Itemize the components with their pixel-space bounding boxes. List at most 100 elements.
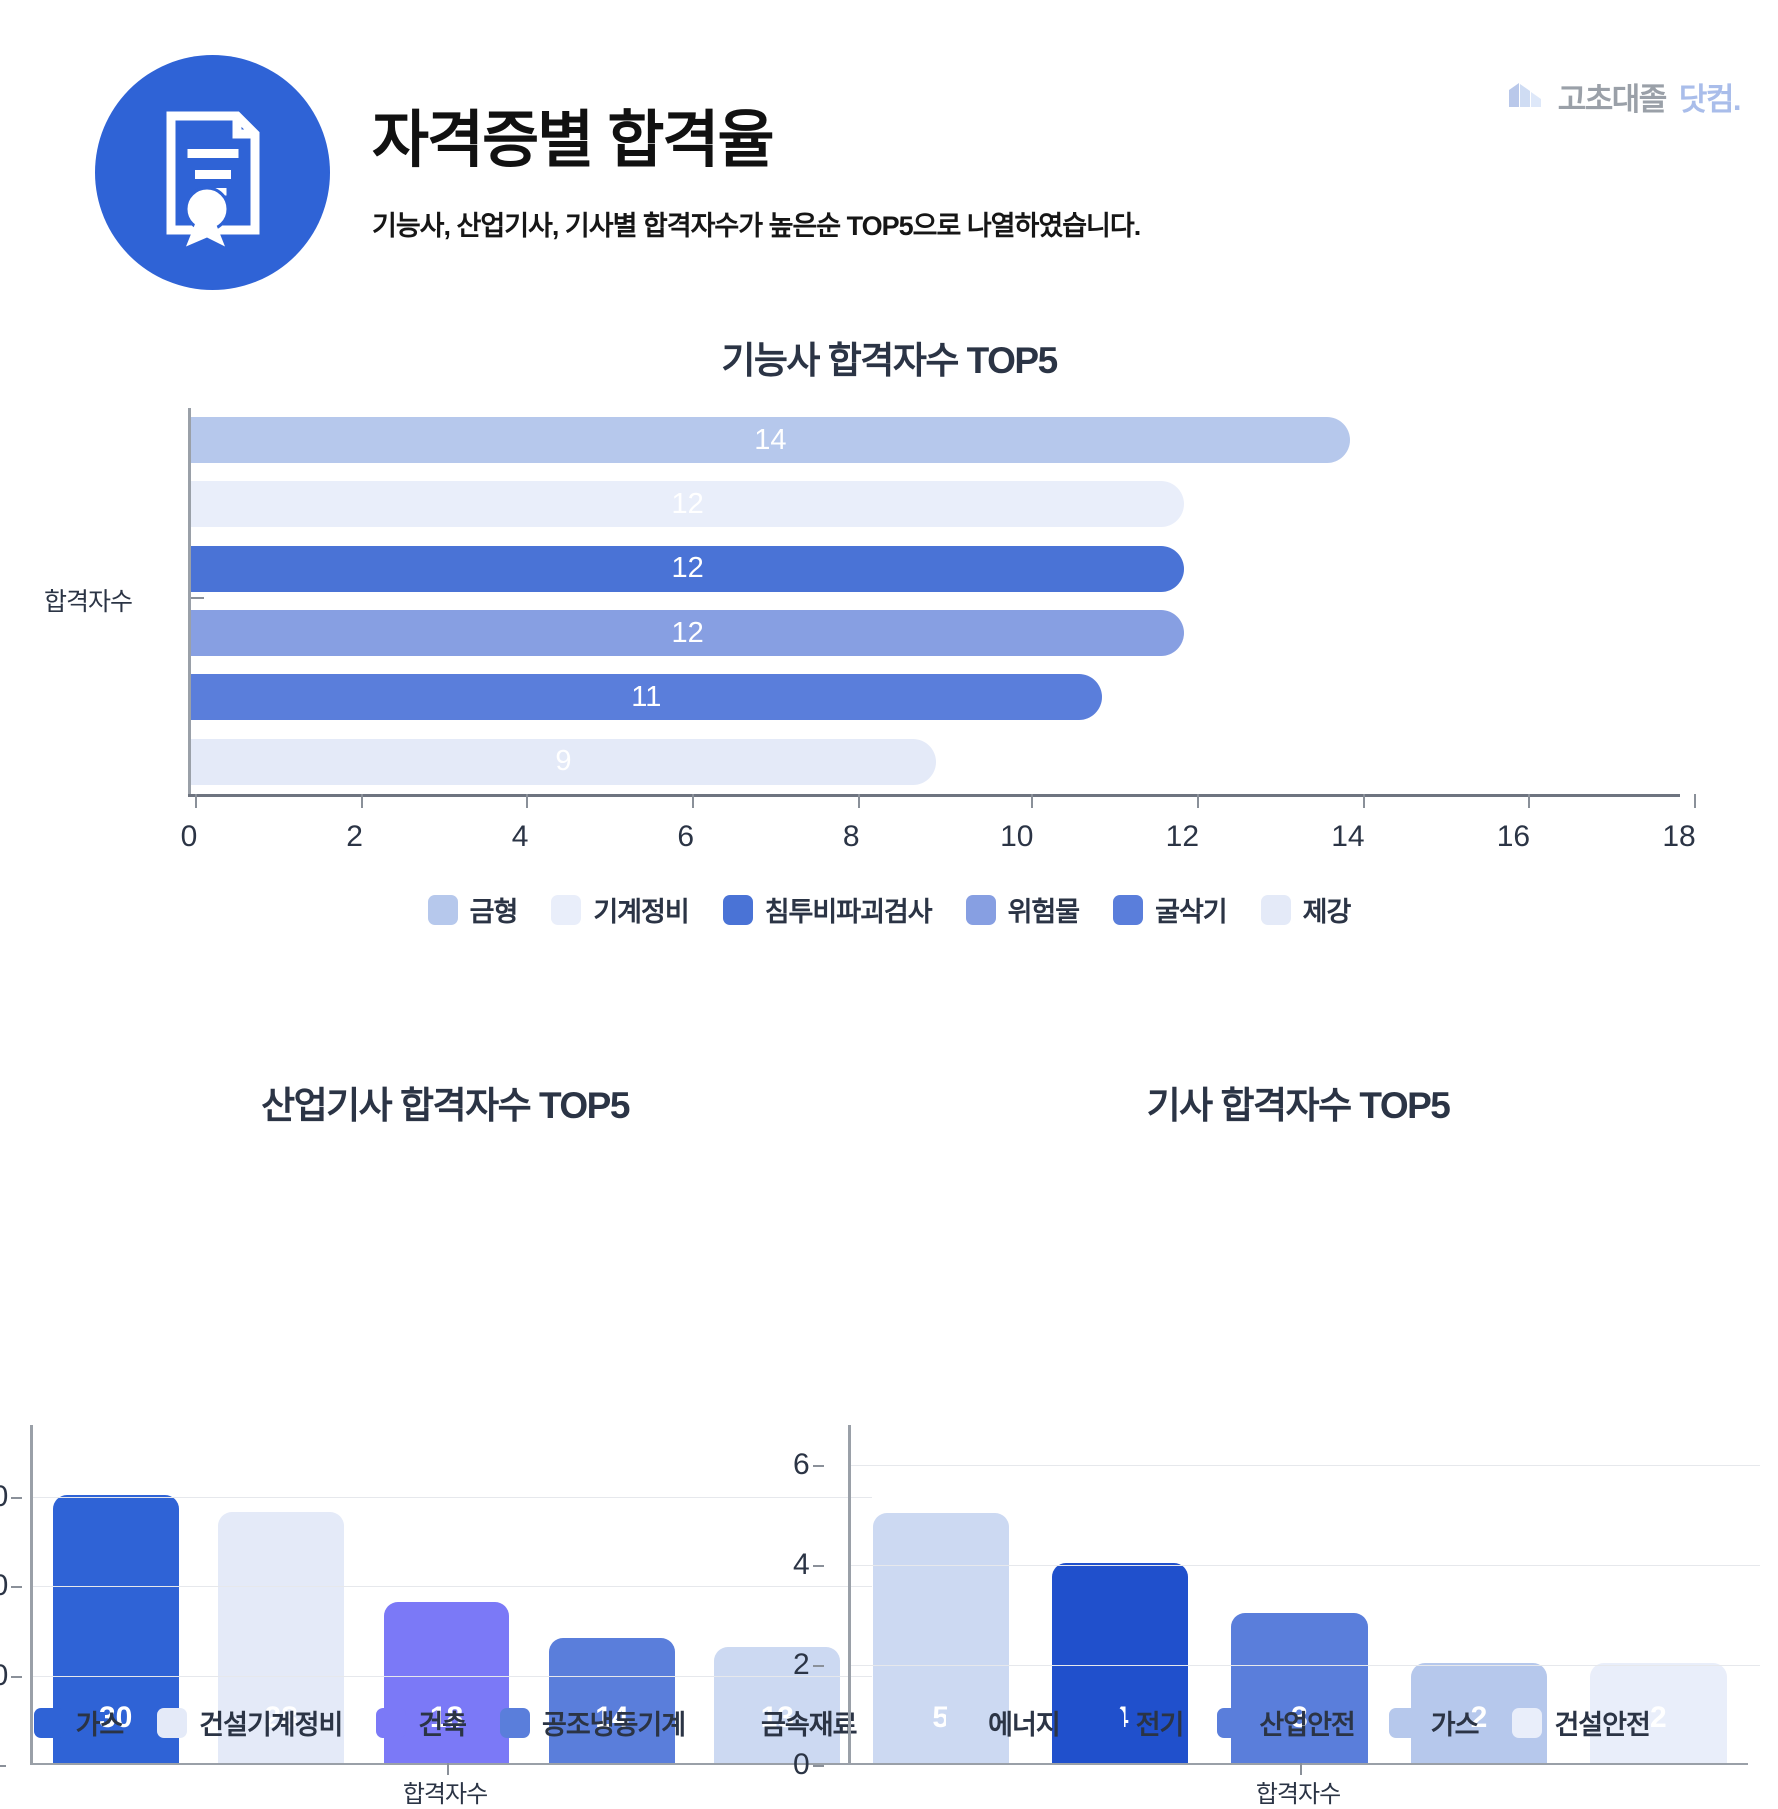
bar[interactable]: 30 [52, 1494, 179, 1763]
chart3-legend: 에너지 전기 산업안전 가스 건설안전 [848, 1703, 1748, 1742]
chart3-title: 기사 합격자수 TOP5 [1146, 1085, 1451, 1126]
legend-swatch-icon [1388, 1707, 1419, 1738]
legend-swatch-icon [427, 894, 458, 925]
y-tick-label: 20 [0, 1569, 23, 1603]
x-tick-mark [446, 1763, 449, 1775]
bar[interactable]: 3 [1231, 1613, 1368, 1763]
bar-value-label: 11 [631, 680, 662, 713]
y-tick-mark [812, 1665, 824, 1667]
legend-item[interactable]: 공조냉동기계 [500, 1703, 686, 1742]
y-tick-label: 30 [0, 1480, 23, 1514]
y-tick-mark [11, 1586, 23, 1589]
bar[interactable]: 28 [218, 1512, 344, 1763]
legend-label: 건설기계정비 [199, 1710, 343, 1740]
header-text-block: 자격증별 합격율 기능사, 산업기사, 기사별 합격자수가 높은순 TOP5으로… [372, 105, 1141, 243]
x-tick: 2 [346, 794, 371, 854]
y-tick-mark [11, 1675, 23, 1678]
legend-item[interactable]: 건설기계정비 [157, 1703, 343, 1742]
legend-item[interactable]: 산업안전 [1217, 1703, 1356, 1742]
legend-swatch-icon [376, 1707, 407, 1738]
bar-value-label: 18 [429, 1701, 464, 1734]
legend-item[interactable]: 가스 [33, 1703, 125, 1742]
legend-item[interactable]: 가스 [1388, 1703, 1479, 1742]
legend-swatch-icon [1217, 1707, 1248, 1738]
x-tick: 0 [181, 794, 205, 854]
legend-item[interactable]: 금형 [427, 890, 518, 929]
grid-line [851, 1465, 1760, 1466]
legend-label: 침투비파괴검사 [764, 897, 933, 927]
legend-item[interactable]: 전기 [1093, 1703, 1184, 1742]
bar-row: 12 [191, 601, 1678, 665]
legend-label: 건축 [418, 1710, 467, 1740]
legend-item[interactable]: 에너지 [946, 1703, 1061, 1742]
legend-label: 가스 [75, 1710, 125, 1740]
legend-item[interactable]: 건설안전 [1512, 1703, 1651, 1742]
legend-item[interactable]: 제강 [1260, 890, 1352, 929]
bar-row: 12 [191, 472, 1678, 536]
chart-saneopgisa: 산업기사 합격자수 TOP5 30 28 18 14 13 0 10 20 30 합격자수 가… [0, 1075, 872, 1808]
bar-value-label: 9 [555, 745, 572, 778]
bar-value-label: 12 [671, 552, 704, 585]
bar-row: 9 [191, 729, 1678, 793]
legend-label: 위험물 [1007, 897, 1081, 927]
chart-gineungsa: 기능사 합격자수 TOP5 합격자수 14 12 12 12 11 9 0 2 4 6 8 10 12… [0, 330, 1778, 1030]
y-tick-label: 2 [793, 1648, 824, 1682]
x-tick-mark [1299, 1763, 1302, 1775]
legend-item[interactable]: 건축 [376, 1703, 467, 1742]
bar-cell: 18 [364, 1425, 529, 1763]
page-title: 자격증별 합격율 [372, 106, 775, 175]
legend-swatch-icon [1512, 1707, 1543, 1738]
bar-cell: 3 [1210, 1425, 1389, 1763]
bar[interactable]: 12 [191, 481, 1185, 528]
legend-item[interactable]: 위험물 [965, 890, 1081, 929]
chart3-bars: 54322 [851, 1425, 1748, 1763]
bar-cell: 5 [851, 1425, 1030, 1763]
legend-swatch-icon [551, 894, 582, 925]
x-tick: 8 [843, 794, 867, 854]
bar-row: 11 [191, 665, 1678, 729]
x-tick: 18 [1662, 794, 1711, 854]
legend-label: 제강 [1302, 897, 1352, 927]
grid-line [33, 1675, 872, 1677]
bar-value-label: 2 [1649, 1701, 1667, 1734]
bar-value-label: 12 [671, 487, 704, 520]
grid-line [33, 1586, 872, 1588]
bar[interactable]: 12 [191, 545, 1185, 592]
legend-item[interactable]: 침투비파괴검사 [722, 890, 933, 929]
legend-swatch-icon [500, 1707, 530, 1738]
legend-item[interactable]: 금속재료 [719, 1703, 857, 1742]
bar[interactable]: 12 [191, 610, 1185, 657]
x-tick: 10 [1000, 794, 1049, 854]
chart2-bars: 30 28 18 14 13 [33, 1425, 860, 1763]
bar-cell: 28 [198, 1425, 363, 1763]
legend-swatch-icon [965, 894, 996, 925]
chart2-x-axis-label: 합격자수 [402, 1781, 488, 1808]
x-tick: 4 [512, 794, 536, 854]
chart1-legend: 금형 기계정비 침투비파괴검사 위험물 굴삭기 제강 [0, 890, 1778, 929]
bar[interactable]: 18 [383, 1601, 510, 1763]
x-tick: 14 [1331, 794, 1380, 854]
bar[interactable]: 14 [549, 1637, 675, 1763]
x-tick: 12 [1166, 794, 1214, 854]
bar[interactable]: 5 [872, 1513, 1009, 1763]
bar[interactable]: 11 [191, 674, 1102, 721]
certificate-icon [95, 55, 330, 290]
legend-swatch-icon [946, 1707, 977, 1738]
bar[interactable]: 14 [191, 417, 1350, 464]
bar-value-label: 14 [595, 1701, 629, 1734]
legend-label: 건설안전 [1554, 1710, 1650, 1740]
y-tick-mark [11, 1496, 23, 1499]
bar[interactable]: 2 [1590, 1663, 1727, 1763]
page-subtitle: 기능사, 산업기사, 기사별 합격자수가 높은순 TOP5으로 나열하였습니다. [372, 211, 1141, 242]
bar[interactable]: 9 [191, 738, 936, 785]
legend-item[interactable]: 굴삭기 [1113, 890, 1228, 929]
x-tick: 6 [677, 794, 702, 854]
chart3-x-axis-label: 합격자수 [1255, 1781, 1341, 1808]
chart2-title: 산업기사 합격자수 TOP5 [261, 1085, 630, 1126]
bar-cell: 2 [1569, 1425, 1748, 1763]
y-tick-label: 0 [793, 1748, 824, 1782]
legend-item[interactable]: 기계정비 [551, 890, 690, 929]
brand-secondary: 닷컴. [1678, 82, 1742, 117]
